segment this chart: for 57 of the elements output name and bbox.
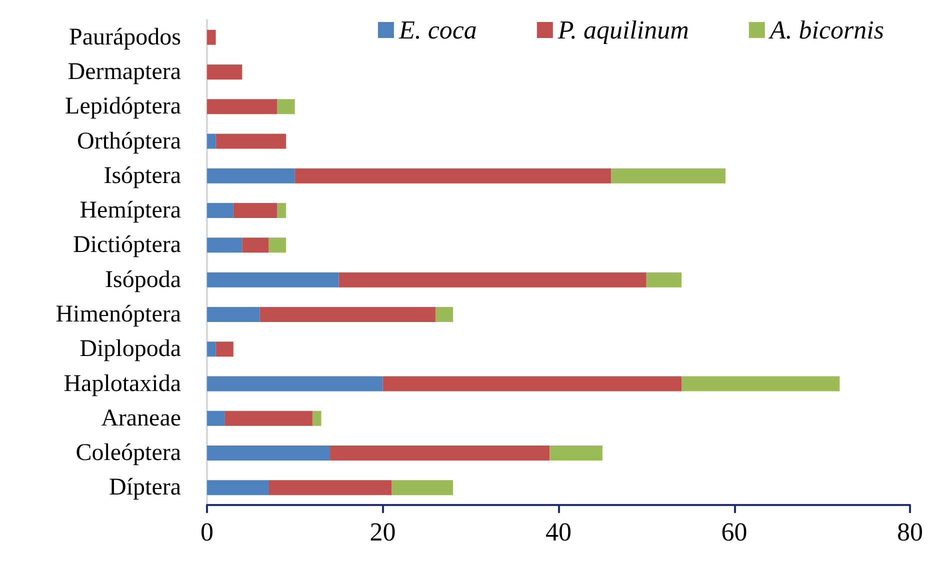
bar [277, 99, 295, 114]
bar [207, 342, 216, 357]
bar [207, 272, 339, 288]
bar [207, 30, 216, 45]
bar [338, 272, 646, 288]
bar [216, 342, 234, 357]
y-tick-label: Isópoda [105, 266, 182, 293]
x-tick-label: 80 [897, 518, 923, 546]
bar [207, 306, 260, 322]
bar [312, 410, 322, 426]
legend-label: P. aquilinum [556, 16, 689, 44]
bar [268, 480, 392, 496]
bar [268, 238, 286, 253]
x-tick-label: 60 [721, 518, 748, 546]
bar [207, 480, 269, 496]
legend-label: E. coca [398, 16, 477, 44]
bar [207, 134, 216, 149]
bar [207, 238, 242, 253]
x-tick-label: 40 [546, 518, 572, 546]
bar [550, 446, 602, 461]
y-tick-label: Haplotaxida [64, 370, 182, 397]
y-tick-label: Hemíptera [80, 198, 182, 224]
bar [207, 376, 383, 392]
bar [224, 410, 312, 426]
x-tick-label: 20 [370, 518, 396, 546]
y-tick-label: Lepidóptera [65, 94, 182, 120]
y-tick-label: Isóptera [104, 162, 182, 189]
bar [277, 203, 286, 218]
y-tick-label: Dictióptera [73, 232, 182, 258]
bar [392, 480, 454, 496]
bar [242, 238, 269, 253]
y-tick-label: Orthóptera [77, 128, 182, 154]
bar [207, 410, 225, 426]
bar [233, 203, 278, 218]
x-tick-label: 0 [200, 518, 214, 546]
y-tick-label: Dermaptera [68, 58, 182, 85]
bar [207, 168, 295, 184]
bar [260, 306, 436, 322]
y-tick-label: Díptera [109, 474, 182, 501]
bar [294, 168, 612, 184]
y-tick-label: Araneae [101, 405, 181, 432]
bar [435, 306, 454, 322]
bar [330, 446, 550, 461]
bar [207, 446, 330, 461]
bar [611, 168, 726, 184]
y-tick-label: Himenóptera [56, 301, 182, 328]
bar [682, 376, 840, 392]
bar [207, 203, 234, 218]
bar [216, 134, 286, 149]
bar [207, 64, 242, 80]
bar [207, 99, 278, 114]
bar [646, 272, 682, 288]
legend-label: A. bicornis [768, 16, 884, 44]
y-tick-label: Diplopoda [80, 336, 182, 362]
bar [382, 376, 682, 392]
y-tick-label: Paurápodos [69, 24, 181, 50]
y-tick-label: Coleóptera [76, 440, 182, 466]
